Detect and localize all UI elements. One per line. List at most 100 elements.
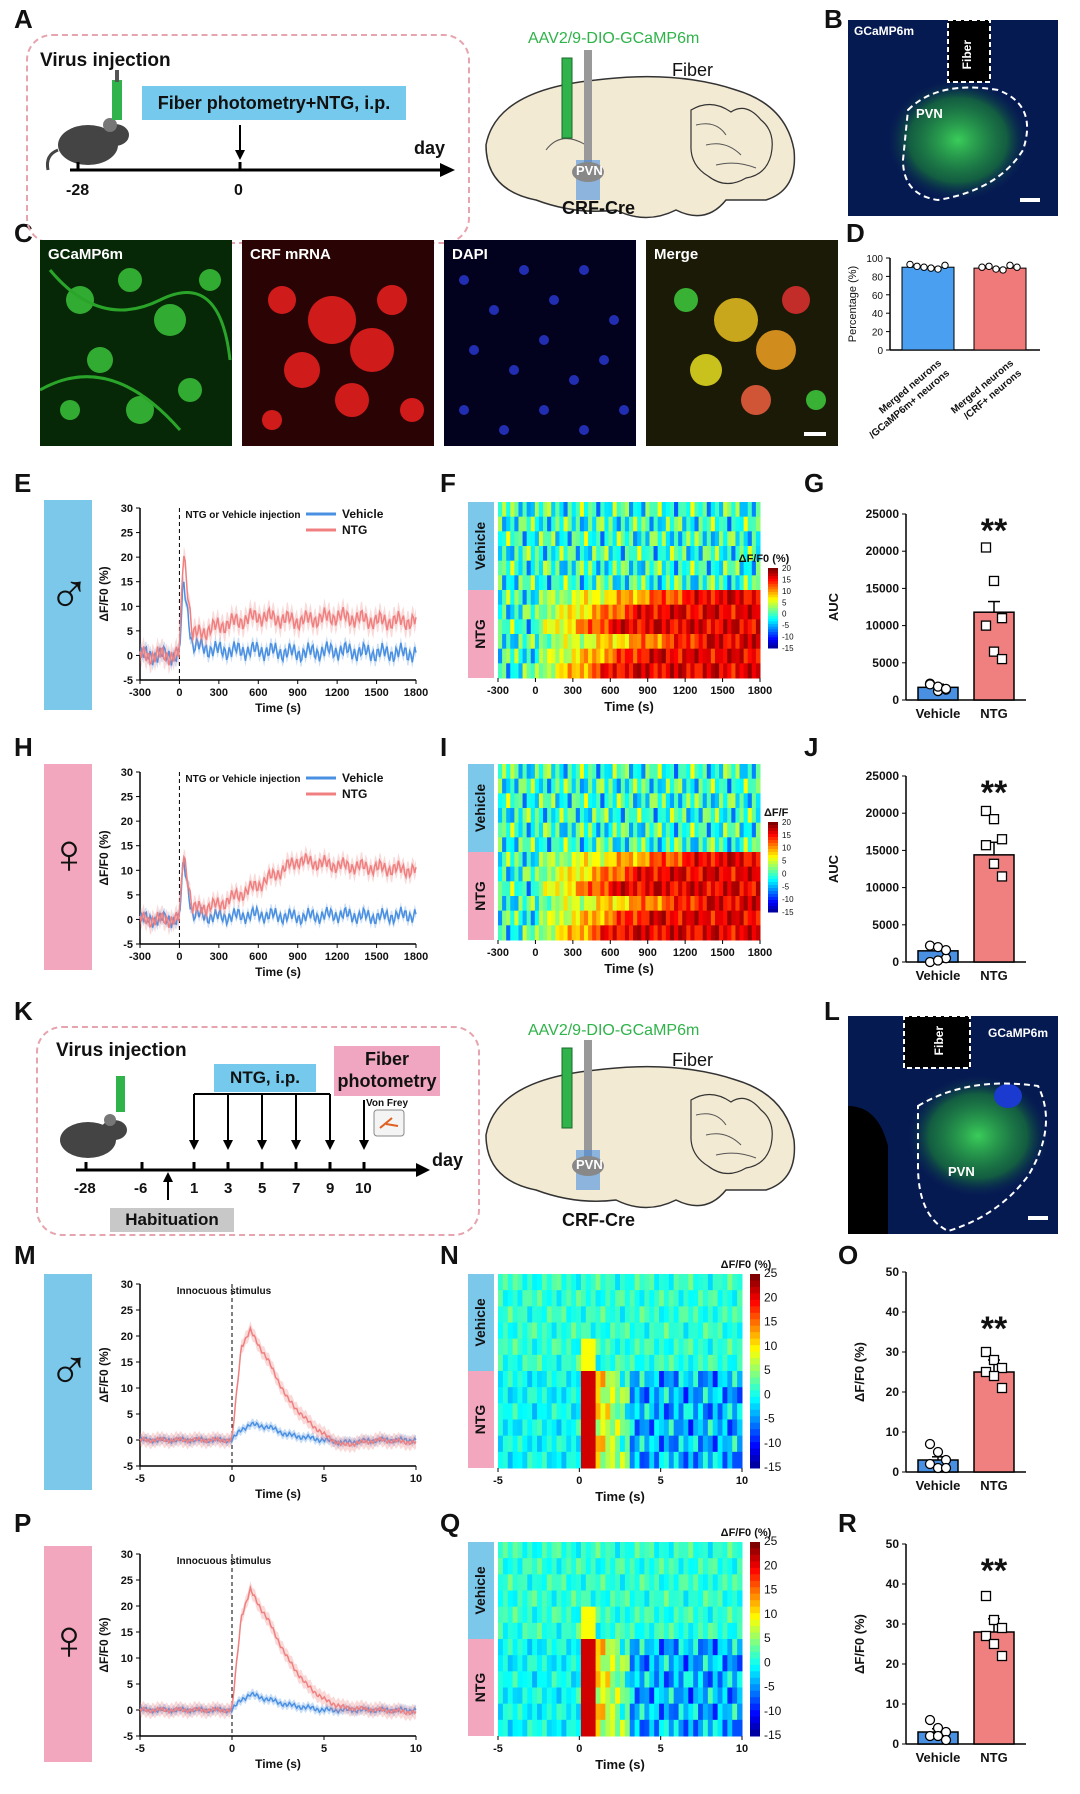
- heat-cell: [634, 1622, 641, 1640]
- heat-cell: [629, 1419, 636, 1437]
- heat-cell: [702, 560, 708, 576]
- heat-cell: [678, 1574, 684, 1591]
- heat-cell: [686, 546, 691, 562]
- heat-cell: [747, 502, 753, 518]
- heat-cell: [595, 1290, 601, 1307]
- heat-cell: [522, 546, 528, 562]
- heat-cell: [551, 1719, 558, 1737]
- heat-cell: [559, 852, 564, 868]
- legend-label-ntg: NTG: [342, 523, 367, 537]
- heat-cell: [526, 604, 532, 620]
- heat-cell: [559, 866, 564, 882]
- heat-cell: [678, 1671, 684, 1688]
- heat-cell: [534, 778, 540, 794]
- heat-cell: [668, 1354, 675, 1372]
- heat-cell: [657, 837, 663, 853]
- heat-cell: [608, 516, 614, 532]
- heat-cell: [686, 590, 691, 606]
- heat-cell: [702, 808, 708, 824]
- heat-cell: [668, 1451, 675, 1469]
- heat-cell: [616, 910, 622, 926]
- heat-cell: [661, 604, 667, 620]
- heat-cell: [731, 663, 736, 679]
- heat-cell: [590, 1322, 597, 1340]
- channel-label-dapi: DAPI: [452, 246, 488, 263]
- heat-cell: [743, 764, 749, 780]
- heat-cell: [556, 1306, 562, 1323]
- heat-cell: [719, 793, 724, 809]
- heat-cell: [595, 1703, 601, 1721]
- heat-cell: [702, 634, 708, 650]
- heat-cell: [576, 1542, 582, 1559]
- heat-cell: [649, 1322, 655, 1340]
- heat-cell: [571, 546, 577, 562]
- heat-cell: [624, 590, 630, 606]
- heat-cell: [723, 910, 728, 926]
- heat-cell: [629, 778, 634, 794]
- heat-cell: [546, 1435, 553, 1453]
- heat-cell: [727, 1558, 733, 1575]
- heat-cell: [608, 910, 614, 926]
- heat-cell: [683, 1419, 689, 1437]
- tick-k-7: 10: [355, 1180, 372, 1197]
- micrograph-c-gcamp: GCaMP6m: [40, 240, 232, 446]
- heat-cell: [596, 837, 601, 853]
- heat-cell: [732, 1719, 738, 1737]
- heat-cell: [661, 634, 667, 650]
- heat-cell: [502, 590, 507, 606]
- heat-cell: [665, 852, 671, 868]
- heat-cell: [541, 1558, 548, 1575]
- significance-stars: **: [981, 1310, 1008, 1348]
- heat-cell: [588, 910, 593, 926]
- heat-cell: [583, 910, 589, 926]
- heat-cell: [723, 590, 728, 606]
- heat-cell: [571, 1606, 577, 1624]
- heat-cell: [717, 1687, 723, 1705]
- heat-cell: [629, 663, 634, 679]
- heat-cell: [722, 1451, 728, 1469]
- heat-cell: [615, 1419, 621, 1437]
- heat-cell: [507, 1354, 514, 1372]
- heat-cell: [608, 925, 614, 941]
- heat-cell: [532, 1719, 538, 1737]
- colorbar-segment: [750, 1364, 760, 1372]
- heat-cell: [694, 925, 700, 941]
- heat-cell: [654, 1435, 660, 1453]
- bar-ytick-label: 30: [886, 1617, 900, 1631]
- heat-cell: [698, 1639, 704, 1656]
- heat-cell: [616, 793, 622, 809]
- heat-cell: [615, 1606, 621, 1624]
- brain-schematic-k: [485, 1040, 796, 1209]
- heat-cell: [732, 1371, 738, 1388]
- heat-cell: [683, 1435, 689, 1453]
- heat-cell: [743, 502, 749, 518]
- heat-cell: [580, 1290, 587, 1307]
- heat-cell: [674, 837, 679, 853]
- heat-cell: [624, 648, 630, 664]
- colorbar-segment: [750, 1697, 760, 1705]
- heat-cell: [507, 1719, 514, 1737]
- heat-cell: [556, 1451, 562, 1469]
- heat-cell: [739, 837, 745, 853]
- heat-cell: [641, 663, 646, 679]
- heat-cell: [669, 896, 675, 912]
- heat-cell: [576, 1290, 582, 1307]
- trace-xtick-label: 1500: [364, 951, 388, 963]
- heat-cell: [514, 866, 519, 882]
- heat-cell: [576, 1671, 582, 1688]
- heat-xtick-label: 900: [639, 947, 657, 959]
- heat-cell: [514, 910, 519, 926]
- heat-cell: [688, 1338, 694, 1356]
- heat-cell: [498, 1306, 504, 1323]
- heat-cell: [604, 516, 610, 532]
- heat-cell: [663, 1403, 670, 1420]
- heat-cell: [547, 910, 552, 926]
- heat-cell: [588, 663, 593, 679]
- heat-xtick-label: 300: [564, 685, 582, 697]
- heat-cell: [682, 619, 687, 635]
- heat-cell: [698, 546, 704, 562]
- heat-cell: [605, 1703, 611, 1721]
- heat-cell: [514, 852, 519, 868]
- heat-cell: [693, 1290, 699, 1307]
- heat-cell: [674, 793, 679, 809]
